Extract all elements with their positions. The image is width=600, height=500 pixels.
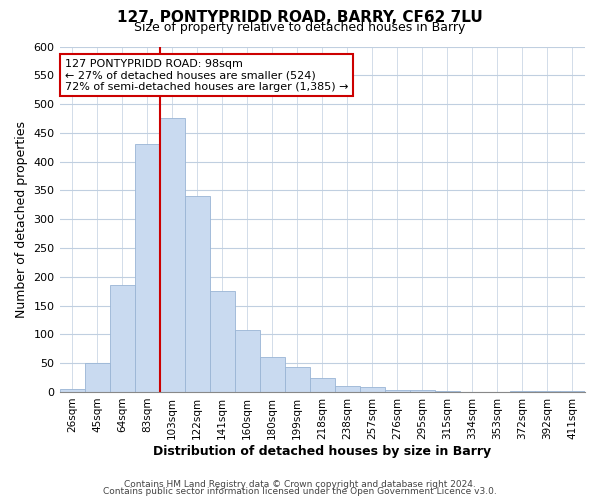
Text: Size of property relative to detached houses in Barry: Size of property relative to detached ho… [134, 21, 466, 34]
Bar [260, 358, 285, 392]
Bar [160, 118, 185, 392]
Bar [310, 378, 335, 392]
Bar [209, 291, 235, 392]
Bar [385, 390, 410, 392]
Text: Contains public sector information licensed under the Open Government Licence v3: Contains public sector information licen… [103, 487, 497, 496]
Bar [134, 144, 160, 392]
X-axis label: Distribution of detached houses by size in Barry: Distribution of detached houses by size … [153, 444, 491, 458]
Bar [110, 286, 134, 392]
Bar [360, 388, 385, 392]
Bar [185, 196, 209, 392]
Bar [59, 389, 85, 392]
Bar [235, 330, 260, 392]
Bar [85, 363, 110, 392]
Bar [410, 390, 435, 392]
Y-axis label: Number of detached properties: Number of detached properties [15, 120, 28, 318]
Bar [285, 367, 310, 392]
Text: 127, PONTYPRIDD ROAD, BARRY, CF62 7LU: 127, PONTYPRIDD ROAD, BARRY, CF62 7LU [117, 10, 483, 25]
Text: Contains HM Land Registry data © Crown copyright and database right 2024.: Contains HM Land Registry data © Crown c… [124, 480, 476, 489]
Bar [335, 386, 360, 392]
Text: 127 PONTYPRIDD ROAD: 98sqm
← 27% of detached houses are smaller (524)
72% of sem: 127 PONTYPRIDD ROAD: 98sqm ← 27% of deta… [65, 58, 348, 92]
